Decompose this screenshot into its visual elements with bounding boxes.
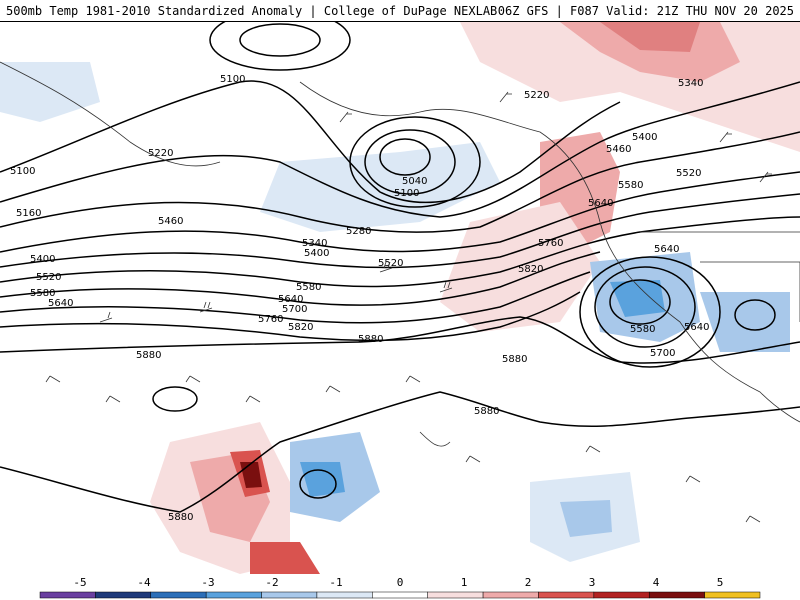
coastlines xyxy=(0,61,800,447)
colorbar-swatch xyxy=(316,591,373,599)
contour-label: 5520 xyxy=(36,272,61,283)
map-canvas: 5100 5220 5100 5160 5460 5400 5520 5580 … xyxy=(0,22,800,574)
contour-label: 5460 xyxy=(158,216,183,227)
contour-label: 5580 xyxy=(296,282,321,293)
contour-label: 5820 xyxy=(518,264,543,275)
colorbar-tick-label: -4 xyxy=(137,576,151,589)
title-bar: 500mb Temp 1981-2010 Standardized Anomal… xyxy=(0,0,800,22)
colorbar-tick-label: 5 xyxy=(717,576,724,589)
colorbar-swatch xyxy=(538,591,595,599)
model-run-info: 06Z GFS | F087 Valid: 21Z THU NOV 20 202… xyxy=(497,4,794,18)
colorbar-swatch xyxy=(704,591,761,599)
map-title: 500mb Temp 1981-2010 Standardized Anomal… xyxy=(6,4,498,18)
colorbar-tick-label: 1 xyxy=(461,576,468,589)
colorbar-swatch xyxy=(482,591,539,599)
contour-label: 5640 xyxy=(48,298,73,309)
contour-label: 5880 xyxy=(474,406,499,417)
contour-label: 5640 xyxy=(684,322,709,333)
contour-label: 5400 xyxy=(632,132,657,143)
contour-label: 5340 xyxy=(678,78,703,89)
contour-label: 5220 xyxy=(524,90,549,101)
colorbar-swatch xyxy=(95,591,152,599)
contour-label: 5820 xyxy=(288,322,313,333)
contour-label: 5760 xyxy=(258,314,283,325)
contour-label: 5400 xyxy=(30,254,55,265)
colorbar-tick-label: -5 xyxy=(73,576,86,589)
contour-label: 5640 xyxy=(278,294,303,305)
colorbar-swatch xyxy=(39,591,96,599)
contour-label: 5760 xyxy=(538,238,563,249)
contour-labels: 5100 5220 5100 5160 5460 5400 5520 5580 … xyxy=(10,74,709,417)
colorbar-swatch xyxy=(648,591,705,599)
contour-label: 5580 xyxy=(30,288,55,299)
contour-label: 5280 xyxy=(346,226,371,237)
colorbar: -5 -4 -3 -2 -1 0 1 2 3 4 5 xyxy=(0,574,800,600)
contour-label: 5880 xyxy=(136,350,161,361)
contour-label: 5580 xyxy=(630,324,655,335)
contour-label: 5100 xyxy=(394,188,419,199)
contour-label: 5880 xyxy=(168,512,193,523)
colorbar-tick-label: 3 xyxy=(589,576,596,589)
colorbar-swatch xyxy=(427,591,484,599)
contour-label: 5700 xyxy=(282,304,307,315)
contour-label: 5880 xyxy=(358,334,383,345)
contour-label: 5520 xyxy=(378,258,403,269)
contour-label: 5220 xyxy=(148,148,173,159)
contour-label: 5640 xyxy=(588,198,613,209)
contour-label: 5520 xyxy=(676,168,701,179)
colorbar-tick-label: 0 xyxy=(397,576,404,589)
contour-label: 5460 xyxy=(606,144,631,155)
contour-label: 5100 xyxy=(10,166,35,177)
contour-label: 5160 xyxy=(16,208,41,219)
colorbar-tick-label: 2 xyxy=(525,576,532,589)
colorbar-swatch xyxy=(261,591,318,599)
colorbar-swatches xyxy=(39,591,761,599)
colorbar-tick-label: -2 xyxy=(265,576,278,589)
contour-label: 5640 xyxy=(654,244,679,255)
contour-label: 5040 xyxy=(402,176,427,187)
colorbar-tick-label: 4 xyxy=(653,576,660,589)
colorbar-swatch xyxy=(205,591,262,599)
contour-label: 5340 xyxy=(302,238,327,249)
colorbar-ticks: -5 -4 -3 -2 -1 0 1 2 3 4 5 xyxy=(73,576,723,589)
anomaly-shading xyxy=(0,22,800,574)
colorbar-swatch xyxy=(150,591,207,599)
contour-label: 5700 xyxy=(650,348,675,359)
colorbar-tick-label: -3 xyxy=(201,576,214,589)
contour-label: 5100 xyxy=(220,74,245,85)
colorbar-swatch xyxy=(593,591,650,599)
colorbar-swatch xyxy=(372,591,428,599)
height-contours xyxy=(0,22,800,513)
contour-label: 5880 xyxy=(502,354,527,365)
contour-label: 5580 xyxy=(618,180,643,191)
wind-barbs xyxy=(45,91,772,523)
contour-label: 5400 xyxy=(304,248,329,259)
colorbar-tick-label: -1 xyxy=(329,576,342,589)
